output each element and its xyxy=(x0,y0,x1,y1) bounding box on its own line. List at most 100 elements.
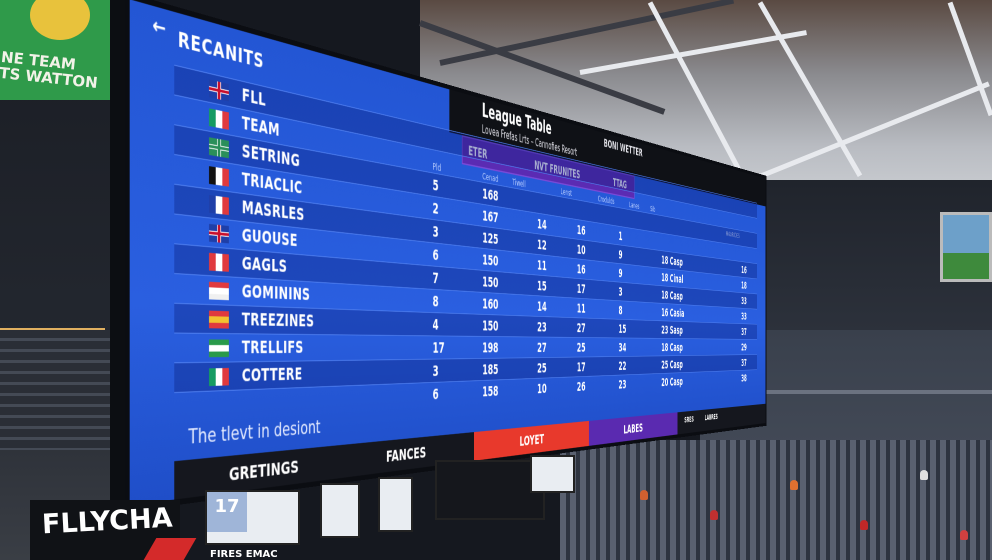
flag-icon xyxy=(209,79,229,101)
cell-value: 150 xyxy=(482,251,498,269)
team-name: GAGLS xyxy=(242,254,287,277)
team-name: TRELLIFS xyxy=(242,338,304,358)
cell-value: 18 Casp xyxy=(661,340,683,354)
cell-value: 1 xyxy=(619,228,623,243)
flag-icon xyxy=(209,166,229,187)
cell-value: 7 xyxy=(433,269,439,287)
cell-value: 25 xyxy=(577,340,586,355)
cell-value: 6 xyxy=(433,245,439,264)
flag-icon xyxy=(209,311,229,329)
cell-value: 167 xyxy=(482,207,498,226)
arrow-left-icon[interactable]: ← xyxy=(152,14,166,42)
cell-value: 20 Casp xyxy=(661,375,683,389)
ad-crest-2 xyxy=(378,477,413,532)
cell-value: 34 xyxy=(619,340,627,354)
cell-value: 11 xyxy=(537,257,546,274)
team-name: TEAM xyxy=(242,113,280,140)
cell-value: 18 Cinal xyxy=(661,270,683,286)
cell-value: 12 xyxy=(537,236,546,253)
cell-value: 23 xyxy=(619,377,627,392)
cell-value: 16 xyxy=(577,222,586,238)
cell-value: 23 xyxy=(537,319,546,335)
cell-value: 29 xyxy=(741,341,746,353)
flag-icon xyxy=(209,253,229,272)
flag-icon xyxy=(209,282,229,301)
board-extra: BONI WETTER xyxy=(604,137,643,160)
team-name: GOMININS xyxy=(242,282,310,305)
cell-value: 3 xyxy=(619,284,623,299)
left-seats xyxy=(0,330,110,450)
cell-value: 2 xyxy=(433,199,439,218)
cell-value: 150 xyxy=(482,273,498,291)
cell-value: 160 xyxy=(482,295,498,313)
ad-boards: 17 FIRES EMAC xyxy=(130,475,630,560)
cell-value: 14 xyxy=(537,298,546,314)
scoreboard: League Table Lovea Frefas Lrts – Cannofi… xyxy=(125,0,767,512)
cell-value: 4 xyxy=(433,315,439,333)
flag-icon xyxy=(209,108,229,130)
ad-sponsor: FIRES EMAC xyxy=(210,549,278,560)
cell-value: 16 xyxy=(741,263,746,276)
team-name: MASRLES xyxy=(242,198,305,225)
cell-value: 17 xyxy=(433,338,445,356)
cell-value: 8 xyxy=(619,303,623,318)
band-purple-label: LABES xyxy=(624,420,643,436)
cell-value: 16 Casia xyxy=(661,305,684,319)
cell-value: 3 xyxy=(433,362,439,380)
cell-value: 158 xyxy=(482,382,498,400)
band-c: SRES xyxy=(684,415,693,425)
cell-value: 168 xyxy=(482,185,498,205)
flag-icon xyxy=(209,224,229,244)
ad-dark xyxy=(435,460,545,520)
cell-value: 9 xyxy=(619,247,623,262)
ad-crest-1 xyxy=(320,483,360,538)
cell-value: 38 xyxy=(741,372,746,384)
band-d: LABRES xyxy=(705,413,718,423)
flag-icon xyxy=(209,137,229,158)
cell-value: 17 xyxy=(577,281,586,297)
cell-value: 22 xyxy=(619,358,627,373)
cell-value: 17 xyxy=(577,359,586,374)
cell-value: 16 xyxy=(577,261,586,277)
ad-crest-3 xyxy=(530,455,575,493)
cell-value: 14 xyxy=(537,215,546,232)
band-b: FANCES xyxy=(386,443,426,466)
cell-value: 15 xyxy=(537,277,546,294)
tagline: The tlevt in desiont xyxy=(188,417,320,450)
band-purple: LABES xyxy=(589,412,677,447)
cell-value: 18 Casp xyxy=(661,288,683,303)
cell-value: 18 xyxy=(741,279,746,292)
team-name: FLL xyxy=(242,85,266,110)
sign-logo xyxy=(30,0,90,40)
cell-value: 185 xyxy=(482,361,498,378)
cell-value: 10 xyxy=(537,380,546,396)
scoreboard-stage: League Table Lovea Frefas Lrts – Cannofi… xyxy=(125,0,992,512)
flag-icon xyxy=(209,368,229,386)
team-name: COTTERE xyxy=(242,365,303,386)
cell-value: 37 xyxy=(741,325,746,337)
green-sign: NE TEAM TS WATTON xyxy=(0,0,118,100)
date-card-number: 17 xyxy=(207,492,247,532)
sign-text: NE TEAM TS WATTON xyxy=(0,49,100,91)
cell-value: 25 xyxy=(537,360,546,376)
flag-icon xyxy=(209,339,229,357)
cell-value: 3 xyxy=(433,222,439,241)
cell-value: 26 xyxy=(577,379,586,395)
cell-value: 23 Sasp xyxy=(661,323,682,337)
ad-date-card: 17 xyxy=(205,490,300,545)
flly-ad: FLLYCHA xyxy=(30,500,180,560)
team-name: TREEZINES xyxy=(242,310,314,331)
flly-text: FLLYCHA xyxy=(41,503,173,541)
cell-value: 5 xyxy=(433,176,439,195)
flag-icon xyxy=(209,195,229,215)
cell-value: 27 xyxy=(537,339,546,355)
cell-value: 15 xyxy=(619,321,627,336)
cell-value: 150 xyxy=(482,317,498,334)
band-red-label: LOYET xyxy=(520,431,544,450)
cell-value: 11 xyxy=(577,300,586,316)
cell-value: 9 xyxy=(619,266,623,281)
cell-value: 198 xyxy=(482,339,498,356)
cell-value: 6 xyxy=(433,385,439,403)
board-title: RECANITS xyxy=(178,28,264,73)
cell-value: 10 xyxy=(577,241,586,257)
